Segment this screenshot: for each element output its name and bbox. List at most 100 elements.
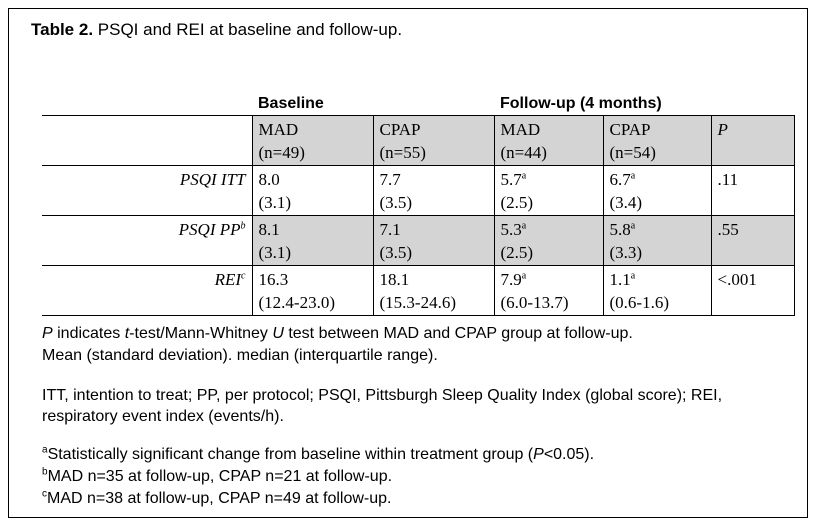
footnote-marker: a — [630, 270, 636, 282]
cell: 16.3 (12.4-23.0) — [251, 265, 374, 316]
footnote-marker: a — [630, 220, 636, 232]
cell: 5.7a (2.5) — [493, 165, 604, 216]
caption-label: Table 2. — [31, 20, 94, 39]
cell-sd: (3.3) — [609, 243, 643, 262]
cell-p: .11 — [710, 165, 795, 216]
cell: 5.8a (3.3) — [602, 215, 712, 266]
cell-value: 5.7a — [501, 168, 597, 191]
cell-value: 8.1 — [258, 220, 280, 239]
footnote-c: cMAD n=38 at follow-up, CPAP n=49 at fol… — [42, 488, 792, 509]
footnote-marker: a — [521, 220, 527, 232]
col-baseline-cpap: CPAP (n=55) — [372, 115, 495, 166]
col-n: (n=54) — [609, 143, 656, 162]
cell-value: 5.8a — [610, 218, 705, 241]
col-n: (n=44) — [500, 143, 547, 162]
footnote-marker: b — [240, 220, 246, 232]
table-caption: Table 2. PSQI and REI at baseline and fo… — [31, 20, 402, 40]
cell-sd: (3.5) — [379, 193, 413, 212]
row-label: PSQI ITT — [42, 165, 252, 216]
col-name: MAD — [258, 120, 299, 139]
group-baseline: Baseline — [258, 95, 324, 112]
table-row: REIc 16.3 (12.4-23.0) 18.1 (15.3-24.6) 7.9… — [42, 265, 795, 316]
col-baseline-mad: MAD (n=49) — [251, 115, 374, 166]
row-label: PSQI PPb — [42, 215, 252, 266]
col-name: CPAP — [379, 120, 421, 139]
value: 1.1 — [609, 270, 631, 289]
value: 6.7 — [609, 170, 631, 189]
note-text: indicates — [52, 325, 125, 342]
footnote-text: Statistically significant change from ba… — [47, 446, 534, 463]
footnote-marker: b — [42, 466, 48, 478]
header-spacer — [42, 90, 252, 116]
cell-sd: (2.5) — [500, 243, 534, 262]
results-table-wrapper: Baseline Follow-up (4 months) MAD (n=49) … — [42, 90, 795, 316]
value: 5.3 — [500, 220, 522, 239]
col-followup-cpap: CPAP (n=54) — [602, 115, 712, 166]
footnote-marker: a — [521, 270, 527, 282]
footnote-marker: c — [241, 270, 246, 282]
table-row: PSQI ITT 8.0 (3.1) 7.7 (3.5) 5.7a (2.5) 6.7… — [42, 165, 795, 216]
results-table: Baseline Follow-up (4 months) MAD (n=49) … — [42, 90, 795, 316]
caption-text: PSQI and REI at baseline and follow-up. — [93, 20, 403, 39]
footnote-marker: c — [42, 488, 47, 500]
cell-value: 7.9a — [501, 268, 597, 291]
note-stats: Mean (standard deviation). median (inter… — [42, 347, 438, 364]
cell: 7.7 (3.5) — [372, 165, 495, 216]
cell-value: 6.7a — [610, 168, 705, 191]
corner-cell — [42, 115, 252, 166]
cell-value: 8.0 — [258, 170, 280, 189]
note-t: t — [124, 325, 130, 342]
cell: 6.7a (3.4) — [602, 165, 712, 216]
footnote-marker: a — [630, 170, 636, 182]
column-header-row: MAD (n=49) CPAP (n=55) MAD (n=44) CPAP (n=54… — [42, 115, 795, 166]
col-n: (n=55) — [379, 143, 426, 162]
cell-p: <.001 — [710, 265, 795, 316]
cell-sd: (2.5) — [500, 193, 534, 212]
note-test: P indicates t-test/Mann-Whitney U test b… — [42, 323, 792, 344]
note-u: U — [272, 325, 284, 342]
col-followup-mad: MAD (n=44) — [493, 115, 604, 166]
table-row: PSQI PPb 8.1 (3.1) 7.1 (3.5) 5.3a (2.5) 5.8… — [42, 215, 795, 266]
value: 5.8 — [609, 220, 631, 239]
note-text: -test/Mann-Whitney — [129, 325, 273, 342]
cell-sd: (3.1) — [258, 243, 292, 262]
cell-iqr: (6.0-13.7) — [500, 293, 569, 312]
row-label-text: REI — [214, 270, 242, 289]
col-p: P — [710, 115, 795, 166]
row-label: REIc — [42, 265, 252, 316]
cell: 7.1 (3.5) — [372, 215, 495, 266]
note-p: P — [42, 325, 53, 342]
row-label-text: PSQI ITT — [179, 170, 246, 189]
footnote-b: bMAD n=35 at follow-up, CPAP n=21 at fol… — [42, 466, 792, 487]
footnote-marker: a — [521, 170, 527, 182]
note-text: test between MAD and CPAP group at follo… — [283, 325, 633, 342]
cell-value: 7.1 — [379, 220, 401, 239]
group-followup: Follow-up (4 months) — [500, 95, 662, 112]
cell-value: 18.1 — [379, 270, 410, 289]
col-n: (n=49) — [258, 143, 305, 162]
cell-iqr: (15.3-24.6) — [379, 293, 456, 312]
col-name: MAD — [500, 120, 541, 139]
footnote-a: aStatistically significant change from b… — [42, 444, 792, 465]
cell: 18.1 (15.3-24.6) — [372, 265, 495, 316]
col-name: CPAP — [609, 120, 651, 139]
cell-value: 1.1a — [610, 268, 705, 291]
cell: 5.3a (2.5) — [493, 215, 604, 266]
footnote-p: P — [533, 446, 544, 463]
cell: 8.0 (3.1) — [251, 165, 374, 216]
cell-value: 16.3 — [258, 270, 289, 289]
row-label-text: PSQI PP — [178, 220, 241, 239]
footnote-text: MAD n=35 at follow-up, CPAP n=21 at foll… — [47, 468, 393, 485]
cell: 1.1a (0.6-1.6) — [602, 265, 712, 316]
cell-p: .55 — [710, 215, 795, 266]
footnote-text: MAD n=38 at follow-up, CPAP n=49 at foll… — [47, 490, 392, 507]
cell: 8.1 (3.1) — [251, 215, 374, 266]
cell-iqr: (0.6-1.6) — [609, 293, 669, 312]
cell-iqr: (12.4-23.0) — [258, 293, 335, 312]
cell-sd: (3.5) — [379, 243, 413, 262]
note-abbreviations: ITT, intention to treat; PP, per protoco… — [42, 387, 723, 425]
value: 7.9 — [500, 270, 522, 289]
cell-value: 5.3a — [501, 218, 597, 241]
cell-sd: (3.1) — [258, 193, 292, 212]
cell: 7.9a (6.0-13.7) — [493, 265, 604, 316]
